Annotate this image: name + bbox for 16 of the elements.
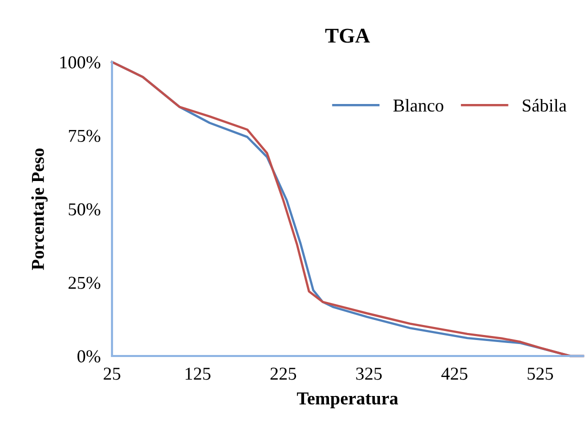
x-tick-label: 25 [104,368,120,380]
legend-label: Sábila [522,98,566,112]
y-tick-label: 100% [60,56,100,68]
y-tick-label: 50% [68,203,100,216]
x-tick-label: 525 [528,368,554,380]
y-axis-title: Porcentaje Peso [31,148,48,270]
x-axis-title: Temperatura [296,392,398,408]
x-tick-label: 225 [270,368,296,380]
x-tick-label: 325 [356,368,382,380]
y-tick-label: 75% [68,130,100,142]
legend-label: Blanco [393,98,444,112]
y-tick-label: 25% [68,276,100,289]
x-tick-label: 125 [186,368,210,380]
x-tick-label: 425 [441,368,468,380]
y-tick-label: 0% [78,350,100,362]
chart-title: TGA [325,28,370,43]
